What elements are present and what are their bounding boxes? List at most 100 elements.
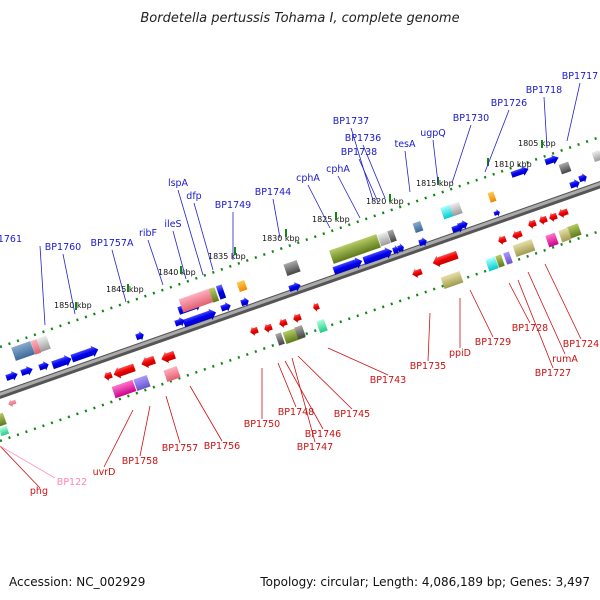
reverse-gene-arrow (549, 212, 558, 222)
reverse-gene-arrow (528, 219, 537, 229)
reverse-gene-arrow (313, 302, 320, 312)
gene-feature-block (283, 260, 301, 276)
kbp-tick-label: 1805 kbp (518, 139, 556, 148)
bottom-label-leader (517, 279, 554, 369)
forward-gene-label: BP1744 (255, 187, 291, 198)
reverse-gene-arrow (432, 250, 459, 267)
reverse-gene-arrow (161, 350, 176, 363)
forward-gene-label: dfp (186, 191, 201, 202)
top-label-leader (272, 198, 281, 239)
forward-gene-arrow (70, 345, 99, 363)
reverse-gene-label: BP1758 (122, 456, 158, 467)
bottom-label-leader (284, 360, 324, 430)
reverse-gene-arrow (279, 318, 288, 328)
gene-feature-block (215, 284, 227, 300)
forward-gene-arrow (182, 308, 217, 328)
reverse-gene-arrow (498, 235, 507, 245)
label-leaders (0, 82, 582, 489)
kbp-tick-label: 1825 kbp (312, 215, 350, 224)
gene-feature-block (11, 341, 35, 361)
forward-gene-arrow (5, 371, 18, 381)
top-label-leader (177, 189, 204, 276)
gene-feature-block (440, 271, 464, 289)
top-label-leader (147, 239, 164, 286)
reverse-gene-label: BP122 (57, 477, 87, 488)
gene-feature-block (0, 425, 10, 437)
top-label-leader (566, 82, 581, 142)
kbp-tick-label: 1840 kbp (158, 268, 196, 277)
forward-gene-label: BP1717 (562, 71, 598, 82)
reverse-gene-arrow (558, 208, 569, 218)
gene-feature-block (558, 227, 572, 243)
gene-feature-block (545, 232, 559, 248)
forward-gene-arrow (362, 247, 393, 265)
top-label-leader (350, 127, 374, 201)
bottom-label-leader (165, 395, 181, 444)
forward-gene-arrow (418, 237, 427, 247)
gene-feature-block (163, 366, 181, 382)
reverse-gene-arrow (512, 230, 523, 240)
forward-gene-label: ugpQ (420, 128, 446, 139)
gene-feature-block (449, 201, 463, 217)
forward-gene-label: cphA (296, 173, 320, 184)
reverse-gene-label: BP1750 (244, 419, 280, 430)
forward-gene-arrow (135, 331, 144, 341)
gene-feature-block (440, 204, 454, 220)
reverse-gene-label: ppiD (449, 348, 471, 359)
reverse-gene-label: BP1756 (204, 441, 240, 452)
kbp-tick-label: 1815 kbp (416, 179, 454, 188)
forward-gene-arrow (220, 302, 231, 312)
reverse-gene-label: BP1746 (305, 429, 341, 440)
bottom-label-leader (277, 362, 297, 408)
kbp-scale: 1805 kbp 1810 kbp 1815 kbp 1820 kbp 1825 kbp… (54, 139, 556, 310)
forward-gene-label: BP1757A (91, 238, 134, 249)
forward-gene-arrow (20, 366, 33, 376)
kbp-tick-label: 1830 kbp (262, 234, 300, 243)
gene-labels: BP1761 BP1760 BP1757A ribF ileS lspA dfp BP1749… (0, 71, 599, 497)
gene-feature-block (412, 220, 424, 234)
reverse-gene-label: BP1757 (162, 443, 198, 454)
gene-feature-block (558, 161, 572, 175)
forward-gene-arrow (288, 282, 301, 292)
gene-feature-block (387, 229, 397, 243)
top-label-leader (62, 253, 76, 315)
bottom-label-leader (427, 312, 431, 362)
bottom-label-leader (327, 347, 389, 376)
bottom-label-leader (544, 263, 582, 340)
bottom-label-leader (189, 385, 223, 442)
reverse-gene-label: BP1724 (563, 339, 599, 350)
reverse-gene-arrow (8, 399, 17, 407)
gene-feature-block (30, 339, 42, 355)
forward-gene-label: BP1730 (453, 113, 489, 124)
forward-gene-arrow (457, 220, 468, 230)
reverse-gene-label: BP1727 (535, 368, 571, 379)
forward-gene-arrow (174, 317, 185, 327)
forward-gene-label: BP1760 (45, 242, 81, 253)
forward-gene-label: BP1726 (491, 98, 527, 109)
gene-feature-block (487, 191, 497, 203)
forward-gene-arrow (332, 257, 363, 275)
reverse-gene-arrow (539, 215, 548, 225)
reverse-gene-arrow (293, 313, 302, 323)
reverse-gene-label: BP1728 (512, 323, 548, 334)
reverse-gene-label: rumA (552, 354, 578, 365)
bottom-label-leader (103, 409, 134, 468)
gene-feature-block (111, 379, 137, 399)
reverse-gene-label: BP1748 (278, 407, 314, 418)
top-label-leader (111, 249, 127, 303)
forward-gene-arrow (569, 179, 580, 189)
gene-feature-block (495, 254, 505, 268)
forward-gene-label: BP1749 (215, 200, 251, 211)
forward-gene-label: cphA (326, 164, 350, 175)
bottom-label-leader (527, 271, 566, 355)
accession-text: Accession: NC_002929 (9, 575, 145, 589)
bottom-label-leader (291, 357, 316, 443)
forward-gene-label: BP1736 (345, 133, 381, 144)
forward-gene-arrow (397, 243, 404, 253)
forward-gene-label: BP1737 (333, 116, 369, 127)
reverse-gene-arrow (104, 371, 113, 381)
genome-summary-text: Topology: circular; Length: 4,086,189 bp… (259, 575, 590, 589)
reverse-gene-label: phg (30, 486, 48, 497)
gene-feature-block (485, 256, 499, 272)
